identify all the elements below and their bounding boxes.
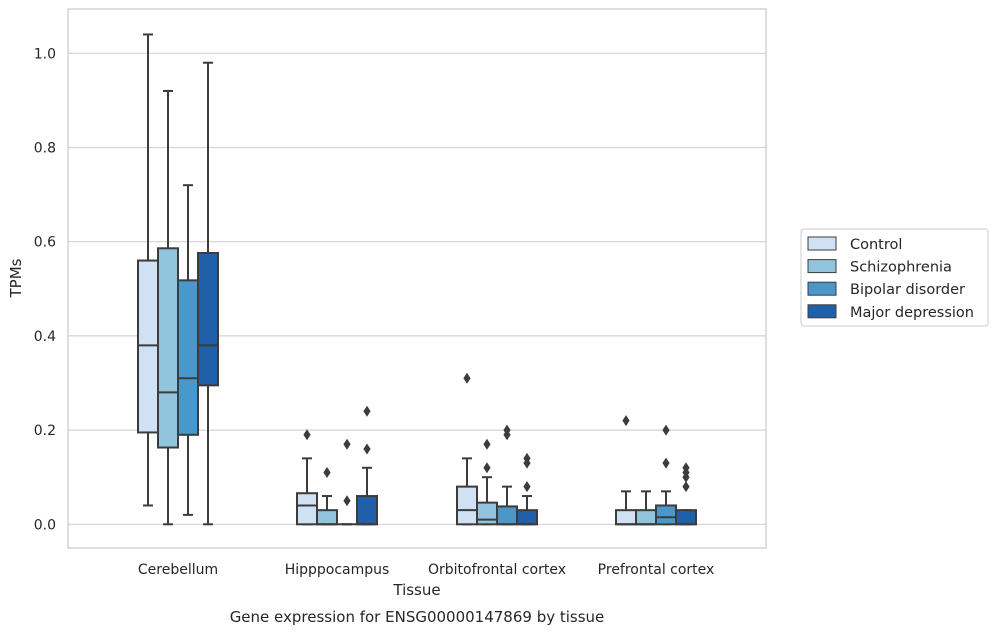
outlier-point <box>523 452 531 464</box>
box-body <box>197 252 219 387</box>
legend-label: Major depression <box>850 305 974 321</box>
box-body <box>177 279 199 436</box>
box-bipolar-disorder <box>337 438 357 526</box>
box-body <box>137 259 159 434</box>
outlier-point <box>483 462 491 474</box>
box-body <box>655 504 677 526</box>
outlier-point <box>622 415 630 427</box>
x-tick-label: Hipppocampus <box>285 562 390 578</box>
box-major-depression <box>675 462 697 526</box>
legend: Control Schizophrenia Bipolar disorder Majo… <box>800 228 989 327</box>
chart-caption: Gene expression for ENSG00000147869 by t… <box>230 608 605 626</box>
y-axis-title: TPMs <box>7 258 25 298</box>
x-tick-label: Prefrontal cortex <box>598 562 715 578</box>
box-body <box>615 509 637 526</box>
legend-swatch <box>807 236 837 251</box>
legend-frame <box>800 228 989 327</box>
outlier-point <box>463 372 471 384</box>
plot-frame <box>67 8 767 549</box>
legend-swatch <box>807 304 837 319</box>
box-body <box>316 509 338 526</box>
legend-label: Bipolar disorder <box>850 282 965 298</box>
box-body <box>296 492 318 526</box>
x-axis-title: Tissue <box>392 581 440 599</box>
outlier-point <box>503 424 511 436</box>
outlier-point <box>343 495 351 507</box>
outlier-point <box>682 462 690 474</box>
legend-label: Control <box>850 237 902 253</box>
outlier-point <box>303 429 311 441</box>
y-tick-label: 0.4 <box>34 329 56 345</box>
y-tick-label: 0.2 <box>34 423 56 439</box>
outlier-point <box>523 481 531 493</box>
box-body <box>516 509 538 526</box>
legend-swatch <box>807 281 837 296</box>
box-control <box>137 33 159 507</box>
box-control <box>615 415 637 526</box>
box-body <box>496 505 518 526</box>
box-bipolar-disorder <box>496 424 518 526</box>
box-schizophrenia <box>316 466 338 526</box>
box-major-depression <box>356 405 378 526</box>
outlier-point <box>343 438 351 450</box>
outlier-point <box>662 424 670 436</box>
y-tick-label: 0.6 <box>34 235 56 251</box>
y-tick-label: 0.0 <box>34 517 56 533</box>
box-control <box>296 429 318 526</box>
box-bipolar-disorder <box>177 184 199 516</box>
outlier-point <box>363 405 371 417</box>
box-body <box>675 509 697 526</box>
box-schizophrenia <box>476 438 498 526</box>
box-body <box>157 247 179 449</box>
legend-swatch <box>807 259 837 274</box>
box-schizophrenia <box>157 89 179 526</box>
y-tick-label: 1.0 <box>34 46 56 62</box>
outlier-point <box>483 438 491 450</box>
outlier-point <box>323 466 331 478</box>
box-body <box>456 485 478 526</box>
y-axis-ticks: 0.0 0.2 0.4 0.6 0.8 1.0 <box>34 46 56 533</box>
legend-label: Schizophrenia <box>850 260 952 276</box>
box-major-depression <box>197 61 219 526</box>
box-body <box>356 495 378 526</box>
box-control <box>456 372 478 526</box>
box-body <box>635 509 657 526</box>
x-tick-label: Orbitofrontal cortex <box>428 562 566 578</box>
x-axis-ticks: Cerebellum Hipppocampus Orbitofrontal cort… <box>138 562 714 578</box>
box-body <box>476 501 498 526</box>
x-tick-label: Cerebellum <box>138 562 218 578</box>
outlier-point <box>363 443 371 455</box>
box-schizophrenia <box>635 490 657 526</box>
outlier-point <box>682 481 690 493</box>
y-tick-label: 0.8 <box>34 141 56 157</box>
box-bipolar-disorder <box>655 424 677 526</box>
outlier-point <box>662 457 670 469</box>
box-plot-series <box>137 33 697 526</box>
box-major-depression <box>516 452 538 526</box>
